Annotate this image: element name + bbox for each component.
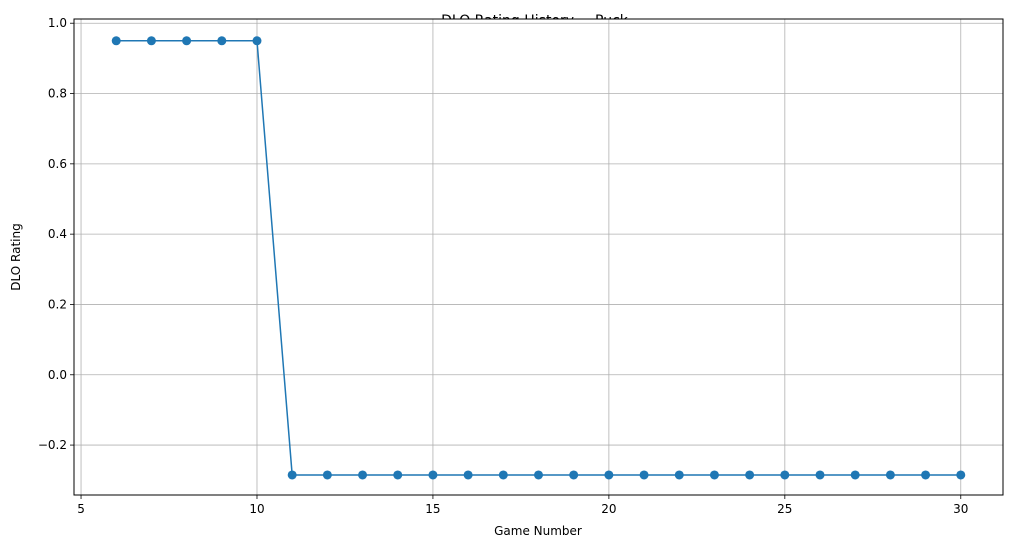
x-axis-label: Game Number	[494, 524, 582, 538]
x-gridlines	[80, 19, 962, 495]
plot-frame	[73, 18, 1004, 496]
data-point	[885, 470, 895, 480]
data-point	[358, 470, 368, 480]
data-point	[639, 470, 649, 480]
data-point	[569, 470, 579, 480]
data-point	[780, 470, 790, 480]
data-point	[252, 36, 262, 46]
y-tick-label: −0.2	[38, 438, 67, 452]
series-markers	[111, 36, 966, 480]
x-tick-label: 30	[953, 502, 968, 516]
data-point	[498, 470, 508, 480]
data-point	[182, 36, 192, 46]
x-tick-label: 15	[425, 502, 440, 516]
data-point	[534, 470, 543, 480]
y-axis-label: DLO Rating	[9, 223, 23, 290]
data-point	[146, 36, 156, 46]
data-point	[745, 470, 755, 480]
y-tick-label: 1.0	[48, 16, 67, 30]
data-point	[428, 470, 438, 480]
data-point	[674, 470, 684, 480]
y-gridlines	[74, 22, 1003, 446]
x-tick-label: 5	[77, 502, 85, 516]
data-point	[322, 470, 332, 480]
data-point	[111, 36, 121, 46]
x-axis: 5 10 15 20 25 30	[77, 495, 968, 516]
data-point	[463, 470, 473, 480]
data-point	[604, 470, 614, 480]
y-tick-label: 0.2	[48, 297, 67, 311]
data-point	[850, 470, 860, 480]
data-point	[815, 470, 825, 480]
y-axis: −0.2 0.0 0.2 0.4 0.6 0.8 1.0	[38, 16, 74, 452]
y-tick-label: 0.8	[48, 87, 67, 101]
data-point	[956, 470, 966, 480]
x-tick-label: 10	[249, 502, 264, 516]
x-tick-label: 25	[777, 502, 792, 516]
x-tick-label: 20	[601, 502, 616, 516]
data-point	[709, 470, 719, 480]
y-tick-label: 0.4	[48, 227, 67, 241]
data-point	[921, 470, 931, 480]
plot-background	[74, 19, 1003, 495]
y-tick-label: 0.6	[48, 157, 67, 171]
data-point	[393, 470, 403, 480]
plot-area	[73, 18, 1004, 496]
data-point	[217, 36, 227, 46]
y-tick-label: 0.0	[48, 368, 67, 382]
data-point	[287, 470, 297, 480]
